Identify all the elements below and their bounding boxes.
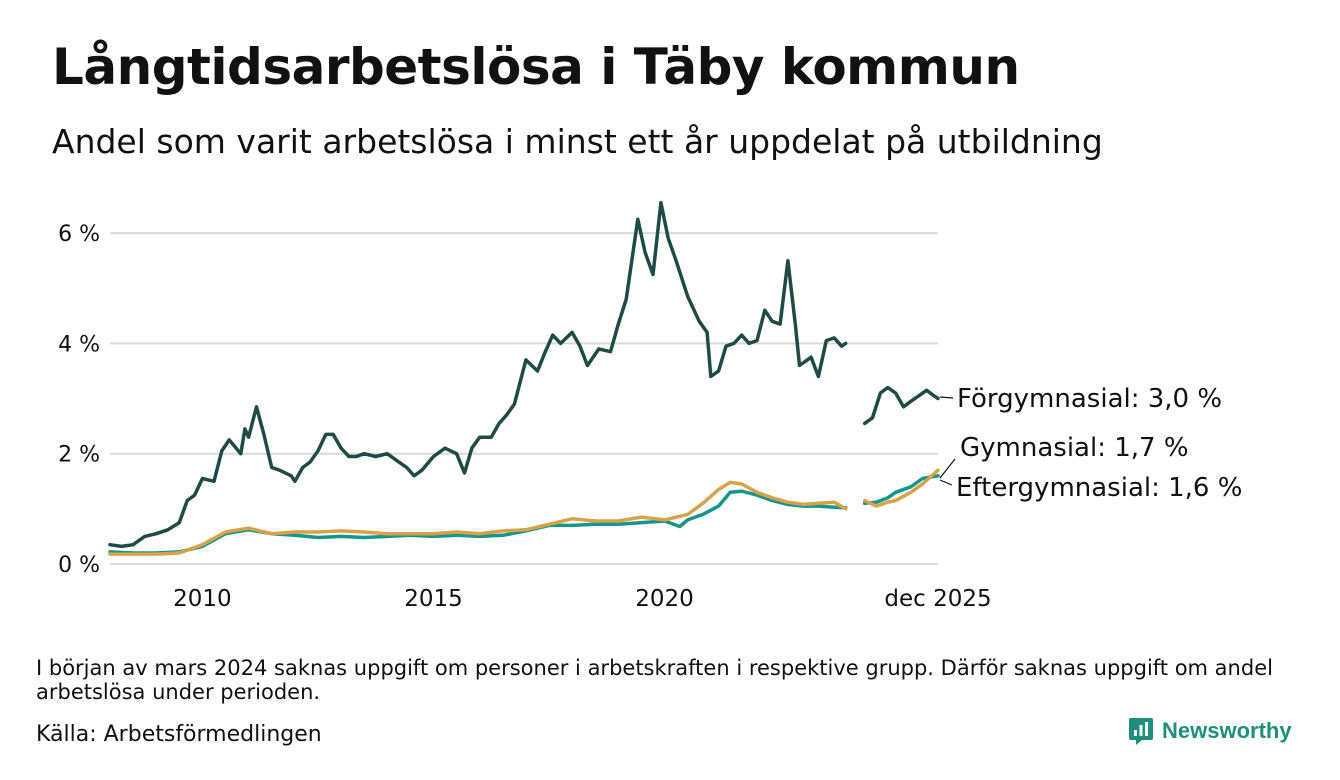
x-tick-label: 2010 xyxy=(173,586,232,612)
y-tick-label: 6 % xyxy=(58,222,100,247)
chart-subtitle: Andel som varit arbetslösa i minst ett å… xyxy=(52,122,1103,161)
series-line-gymnasial xyxy=(108,474,940,555)
series-line-forgymnasial xyxy=(108,201,940,549)
y-tick-label: 0 % xyxy=(58,553,100,578)
x-tick-label: dec 2025 xyxy=(884,586,991,612)
chart-title: Långtidsarbetslösa i Täby kommun xyxy=(52,38,1020,96)
line-chart: 0 % 2 % 4 % 6 % 2010 2015 2020 dec 2025 Förgym… xyxy=(58,201,1242,612)
series-lines xyxy=(108,201,940,556)
series-label-gymnasial: Gymnasial: 1,7 % xyxy=(960,433,1189,463)
x-tick-label: 2020 xyxy=(635,586,694,612)
newsworthy-logo-icon xyxy=(1129,718,1153,745)
x-axis-ticks: 2010 2015 2020 dec 2025 xyxy=(173,586,991,612)
brand-logo: Newsworthy xyxy=(1128,716,1292,746)
y-axis-ticks: 0 % 2 % 4 % 6 % xyxy=(58,222,100,578)
series-label-forgymnasial: Förgymnasial: 3,0 % xyxy=(957,384,1222,414)
y-tick-label: 2 % xyxy=(58,443,100,468)
source-note: Källa: Arbetsförmedlingen xyxy=(36,722,322,747)
leader-line-eftergymnasial xyxy=(939,479,953,486)
series-line-eftergymnasial xyxy=(108,468,940,556)
grid-lines xyxy=(110,232,938,565)
x-tick-label: 2015 xyxy=(404,586,463,612)
leader-line-gymnasial xyxy=(939,458,956,479)
series-label-eftergymnasial: Eftergymnasial: 1,6 % xyxy=(956,473,1242,503)
brand-name: Newsworthy xyxy=(1162,718,1292,743)
y-tick-label: 4 % xyxy=(58,332,100,357)
series-end-labels: Förgymnasial: 3,0 % Gymnasial: 1,7 % Efter… xyxy=(939,384,1242,503)
footnote: I början av mars 2024 saknas uppgift om … xyxy=(36,656,1273,704)
leader-line-forgymnasial xyxy=(939,396,954,399)
